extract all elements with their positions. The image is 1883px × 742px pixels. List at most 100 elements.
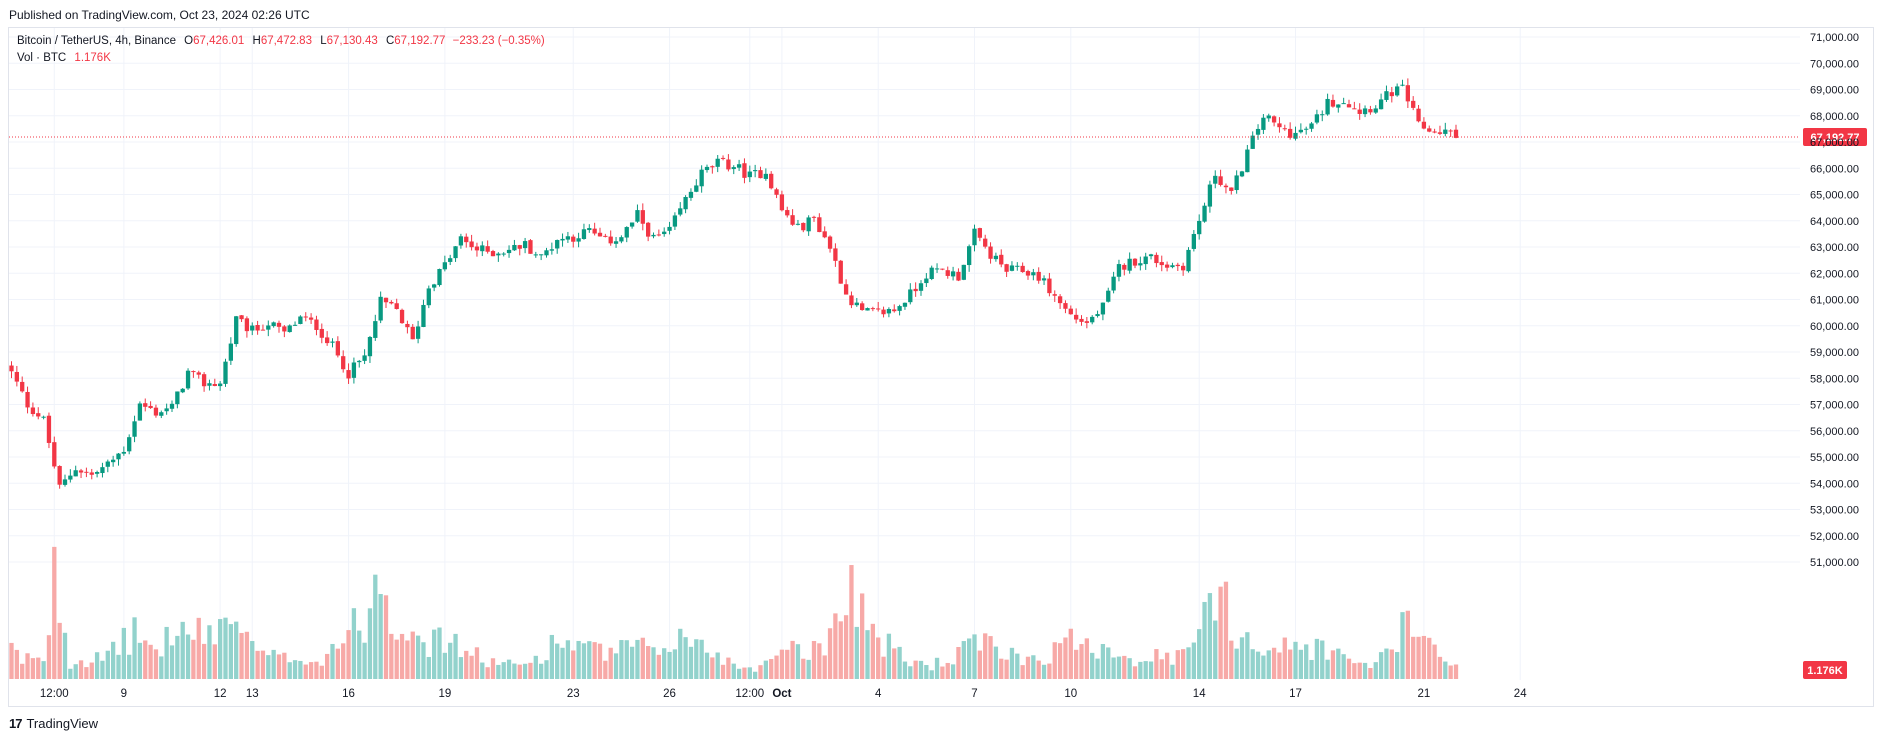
candle [218, 381, 223, 391]
candle [399, 308, 405, 324]
candle-body [399, 309, 405, 324]
volume-bar [501, 662, 506, 679]
candle-body [549, 249, 554, 251]
volume-bar [1384, 648, 1389, 679]
candle [865, 307, 870, 311]
volume-bar [1074, 649, 1079, 679]
candle-body [779, 194, 785, 211]
candle-body [362, 355, 367, 361]
footer-brand[interactable]: 17 TradingView [9, 716, 98, 731]
x-tick-label: 21 [1418, 688, 1431, 700]
volume-bar [201, 643, 207, 679]
last-volume-label: 1.176K [1807, 665, 1843, 677]
candle [84, 467, 89, 478]
candle [956, 268, 961, 282]
x-tick-label: 9 [121, 688, 127, 700]
candle-body [437, 269, 442, 286]
candle-body [613, 241, 619, 244]
candle-body [250, 325, 255, 331]
candle [351, 357, 357, 384]
candle-body [201, 374, 207, 387]
volume-bar [1009, 647, 1015, 679]
candle-body [1079, 318, 1084, 322]
volume-bar [62, 632, 68, 679]
volume-bar [1266, 650, 1271, 679]
candle [20, 376, 25, 393]
volume-bar [127, 654, 132, 679]
volume-bar [399, 633, 405, 679]
candle [1453, 124, 1459, 139]
volume-bar [137, 642, 143, 679]
candle [742, 158, 747, 184]
candle-body [1341, 103, 1346, 105]
volume-bar [629, 646, 635, 679]
candle [635, 204, 640, 223]
candle-body [715, 158, 720, 167]
candle-body [1132, 258, 1138, 266]
volume-bar [260, 650, 266, 679]
volume-bar [164, 626, 169, 679]
volume-bar [838, 621, 843, 679]
candle [1090, 315, 1095, 325]
candle [817, 213, 822, 233]
candle-body [14, 371, 19, 382]
y-tick-label: 64,000.00 [1810, 216, 1859, 228]
candle-body [1245, 149, 1250, 173]
volume-bar [544, 660, 549, 679]
volume-bar [105, 650, 110, 679]
candle-body [512, 244, 517, 251]
volume-bar [1025, 656, 1031, 679]
candle [1400, 79, 1405, 87]
volume-bar [983, 633, 988, 679]
candle-body [977, 228, 982, 238]
candle-body [223, 361, 228, 384]
volume-bar [266, 655, 271, 679]
volume-bar [672, 649, 678, 679]
volume-bar [517, 664, 522, 679]
candle [89, 468, 94, 480]
candle-body [228, 343, 233, 361]
candle [581, 223, 587, 240]
candle-body [769, 173, 774, 189]
volume-bar [1395, 652, 1400, 679]
candle-body [84, 471, 89, 473]
candle-body [795, 223, 801, 225]
volume-bar [94, 652, 100, 679]
candle-body [860, 303, 865, 311]
volume-bar [736, 668, 742, 679]
candle [1084, 317, 1089, 329]
candle [528, 239, 533, 254]
candle [1079, 315, 1084, 326]
volume-bar [699, 639, 704, 679]
volume-bar [421, 642, 426, 679]
volume-bar [624, 640, 629, 679]
x-tick-label: 13 [246, 688, 259, 700]
volume-bar [988, 636, 993, 679]
candle-body [1427, 128, 1432, 132]
candle [250, 322, 255, 336]
volume-bar [1448, 665, 1453, 679]
candle-body [1330, 99, 1336, 107]
volume-bar [346, 630, 351, 679]
volume-bar [1031, 655, 1036, 679]
candle-body [560, 238, 565, 241]
volume-bar [1341, 654, 1346, 679]
candle-body [1298, 129, 1303, 133]
candle-body [41, 416, 46, 418]
candle-body [854, 302, 859, 306]
volume-bar [485, 667, 490, 679]
candle [121, 446, 126, 456]
candle-body [1004, 264, 1009, 272]
candle-body [303, 316, 308, 318]
volume-bar [1181, 649, 1186, 679]
candle-body [758, 170, 763, 179]
volume-bar [78, 660, 84, 679]
volume-bar [881, 656, 886, 679]
volume-bar [292, 660, 298, 679]
volume-bar [41, 661, 46, 679]
candle-body [52, 442, 57, 467]
candle-body [1229, 187, 1234, 191]
candle-body [886, 309, 892, 314]
volume-bar [191, 639, 196, 679]
